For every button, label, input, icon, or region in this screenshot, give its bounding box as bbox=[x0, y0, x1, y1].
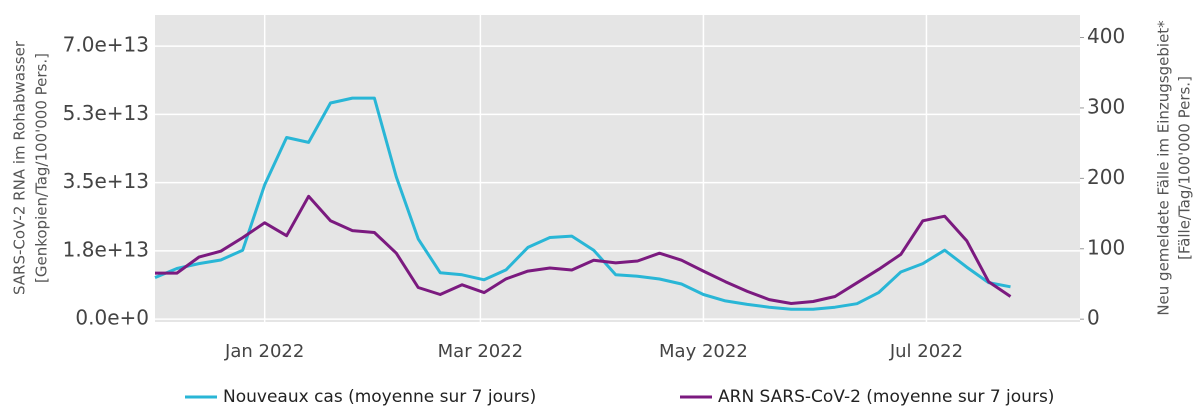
series-line bbox=[155, 194, 1012, 305]
y2-axis-title: [Fälle/Tag/100'000 Pers.] bbox=[1176, 76, 1194, 260]
y-tick-label: 7.0e+13 bbox=[63, 33, 149, 57]
y2-tick-label: 100 bbox=[1087, 235, 1125, 259]
y-tick-label: 3.5e+13 bbox=[63, 169, 149, 193]
y2-tick-label: 200 bbox=[1087, 165, 1125, 189]
series-line bbox=[154, 96, 1011, 311]
x-tick-label: May 2022 bbox=[659, 341, 748, 362]
y2-axis-title: Neu gemeldete Fälle im Einzugsgebiet* bbox=[1155, 20, 1173, 316]
y-tick-label: 1.8e+13 bbox=[63, 237, 149, 261]
y-tick-label: 0.0e+0 bbox=[75, 306, 149, 330]
x-tick-label: Jan 2022 bbox=[224, 341, 304, 362]
y2-tick-label: 300 bbox=[1087, 94, 1125, 118]
x-tick-label: Jul 2022 bbox=[889, 341, 963, 362]
y-axis-title: SARS-CoV-2 RNA im Rohabwasser bbox=[11, 40, 29, 295]
legend-label: Nouveaux cas (moyenne sur 7 jours) bbox=[223, 387, 536, 407]
y-axis-title: [Genkopien/Tag/100'000 Pers.] bbox=[33, 53, 51, 283]
legend-label: ARN SARS-CoV-2 (moyenne sur 7 jours) bbox=[718, 387, 1054, 407]
y2-tick-label: 400 bbox=[1087, 24, 1125, 48]
x-tick-label: Mar 2022 bbox=[438, 341, 524, 362]
y-tick-label: 5.3e+13 bbox=[63, 101, 149, 125]
y2-tick-label: 0 bbox=[1087, 306, 1100, 330]
